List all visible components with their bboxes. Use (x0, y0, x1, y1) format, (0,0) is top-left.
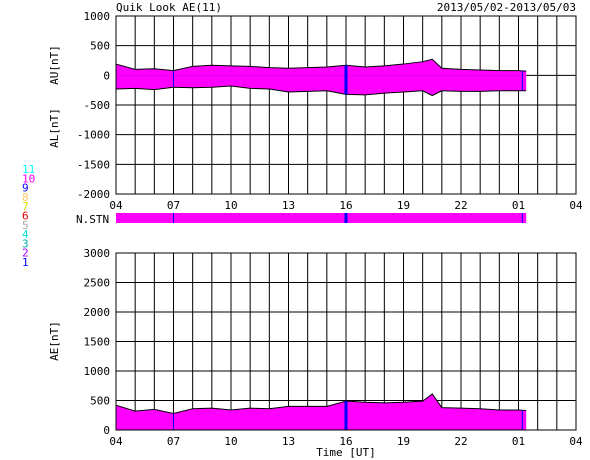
x-tick-label: 04 (109, 199, 123, 212)
y-tick-label: 0 (103, 69, 110, 82)
x-tick-label: 16 (339, 199, 352, 212)
x-tick-label: 10 (224, 435, 237, 448)
station-legend-entry: 3 (22, 237, 29, 250)
station-legend-entry: 8 (22, 191, 29, 204)
series-line (115, 58, 527, 72)
y-tick-label: -1000 (77, 129, 110, 142)
y-tick-label: 500 (90, 395, 110, 408)
station-legend-entry: 9 (22, 182, 29, 195)
series-line (115, 393, 527, 414)
series-line (115, 85, 527, 97)
panel-frame (115, 15, 577, 195)
x-tick-label: 16 (339, 435, 352, 448)
station-count-bar: N.STN (76, 213, 527, 226)
y-tick-label: -1500 (77, 158, 110, 171)
series-area (116, 75, 527, 96)
y-tick-label: -500 (84, 99, 111, 112)
station-legend-entry: 11 (22, 163, 35, 176)
station-coverage-fill (116, 213, 527, 223)
y-tick-label: 2000 (84, 306, 111, 319)
y-tick-label: 0 (103, 424, 110, 437)
panel-frame (115, 252, 577, 431)
x-tick-label: 13 (282, 199, 295, 212)
y-tick-label: 2500 (84, 277, 111, 290)
x-tick-label: 19 (397, 199, 410, 212)
station-legend-entry: 2 (22, 247, 29, 260)
x-tick-label: 07 (167, 199, 180, 212)
y-tick-label: 1000 (84, 10, 111, 23)
x-tick-label: 04 (569, 199, 583, 212)
x-tick-label: 22 (454, 199, 467, 212)
au-axis-label: AU[nT] (48, 45, 61, 85)
ae-axis-label: AE[nT] (48, 321, 61, 361)
station-legend-entry: 7 (22, 200, 29, 213)
x-tick-label: 10 (224, 199, 237, 212)
x-tick-label: 01 (512, 435, 525, 448)
y-tick-label: 500 (90, 40, 110, 53)
station-legend-entry: 4 (22, 228, 29, 241)
x-axis-label: Time [UT] (316, 446, 376, 459)
station-bar-label: N.STN (76, 213, 109, 226)
x-tick-label: 01 (512, 199, 525, 212)
al-axis-label: AL[nT] (48, 108, 61, 148)
series-area (116, 394, 527, 430)
x-tick-label: 04 (109, 435, 123, 448)
x-tick-label: 13 (282, 435, 295, 448)
station-legend-entry: 6 (22, 210, 29, 223)
x-tick-label: 07 (167, 435, 180, 448)
y-tick-label: 3000 (84, 247, 111, 260)
x-tick-label: 04 (569, 435, 583, 448)
chart-title: Quik Look AE(11) (116, 1, 222, 14)
y-tick-label: 1500 (84, 336, 111, 349)
station-legend-entry: 1 (22, 256, 29, 269)
y-tick-label: 1000 (84, 365, 111, 378)
station-legend-entry: 5 (22, 219, 29, 232)
x-tick-label: 22 (454, 435, 467, 448)
date-range: 2013/05/02-2013/05/03 (437, 1, 576, 14)
y-tick-label: -2000 (77, 188, 110, 201)
x-tick-label: 19 (397, 435, 410, 448)
station-legend-entry: 10 (22, 172, 35, 185)
